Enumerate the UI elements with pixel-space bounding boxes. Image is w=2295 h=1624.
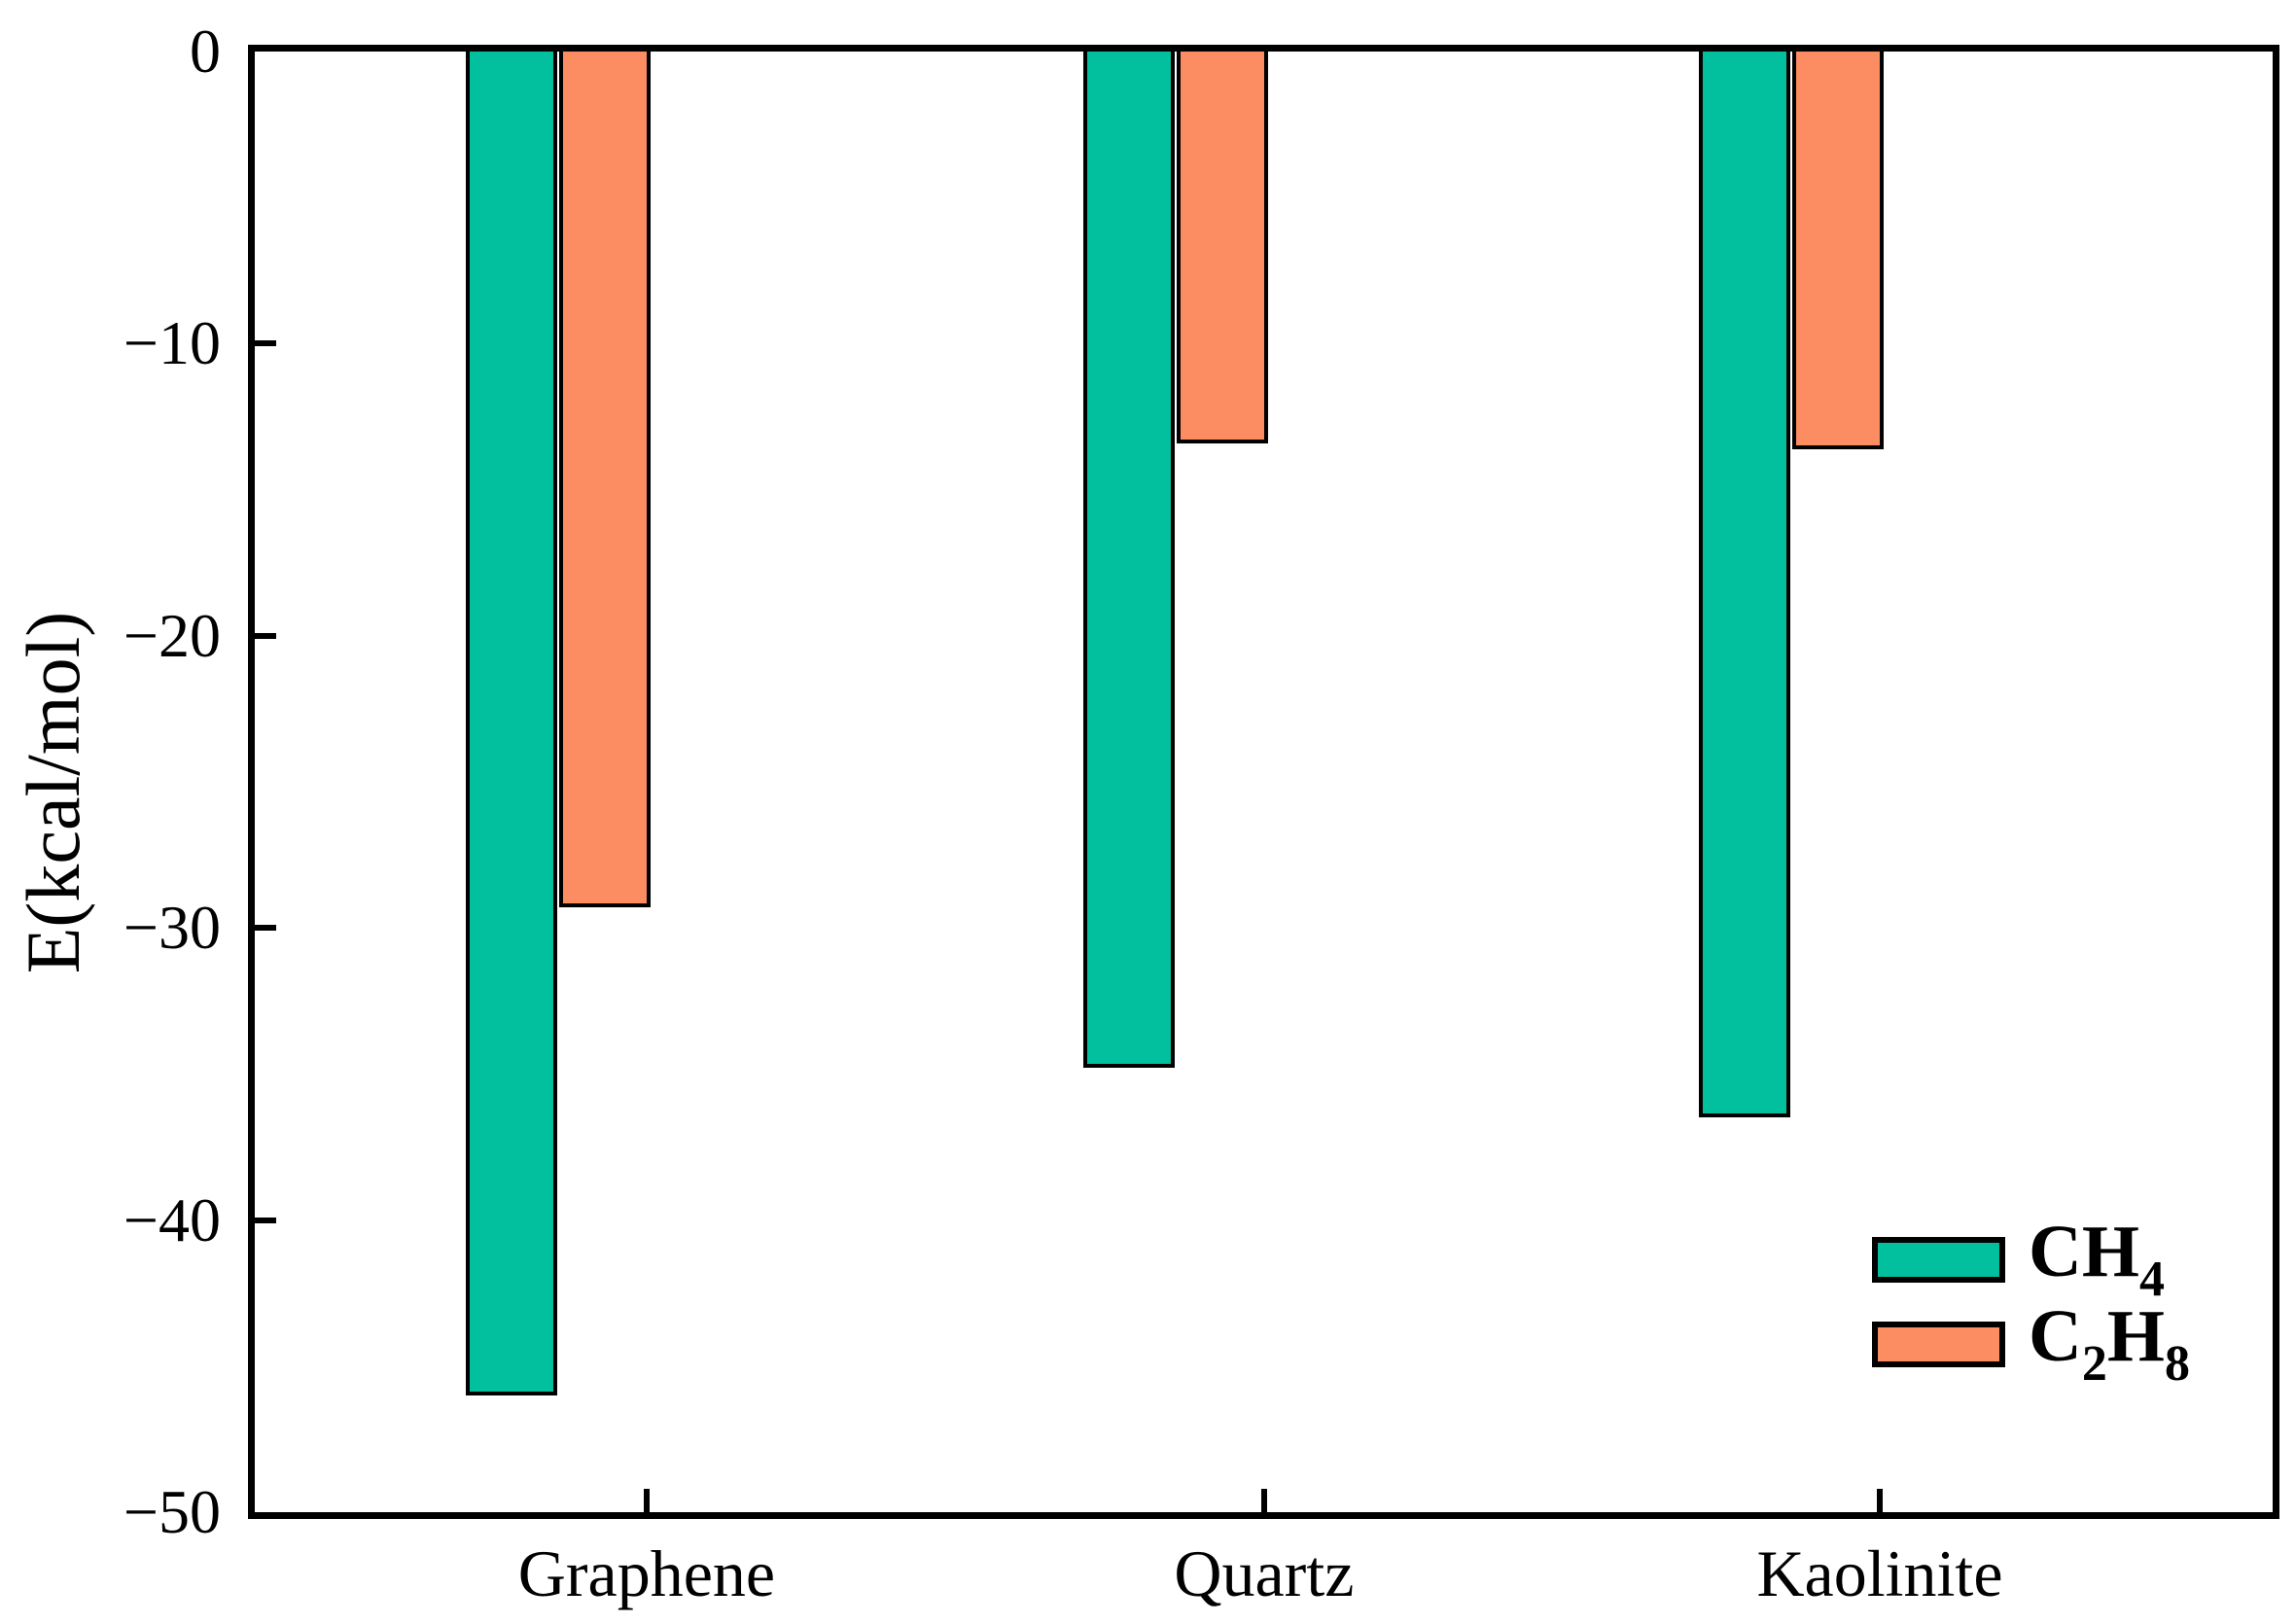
y-axis-tick: [255, 632, 276, 639]
y-axis-tick: [255, 1217, 276, 1223]
y-axis-title: E(kcal/mol): [11, 611, 95, 974]
y-tick-label: −30: [123, 893, 221, 963]
bar-CH4-quartz: [1082, 52, 1175, 1069]
y-tick-label: −50: [123, 1477, 221, 1546]
bar-C2H8-quartz: [1176, 52, 1268, 443]
y-tick-label: −10: [123, 308, 221, 378]
legend-swatch-CH4: [1872, 1237, 2005, 1283]
plot-area: [248, 45, 2279, 1519]
x-category-label-quartz: Quartz: [1174, 1536, 1355, 1610]
y-axis-tick: [255, 340, 276, 347]
y-tick-label: −40: [123, 1184, 221, 1254]
y-tick-label: −20: [123, 600, 221, 670]
legend-label-CH4: CH4: [2029, 1211, 2165, 1307]
bar-CH4-kaolinite: [1699, 52, 1791, 1118]
y-axis-tick: [255, 925, 276, 932]
x-axis-tick: [1260, 1489, 1267, 1512]
y-tick-label: 0: [190, 17, 221, 86]
bar-CH4-graphene: [466, 52, 558, 1395]
plot-inner: [255, 52, 2273, 1512]
bar-C2H8-graphene: [558, 52, 651, 908]
x-axis-tick: [643, 1489, 650, 1512]
x-category-label-graphene: Graphene: [517, 1536, 776, 1610]
x-axis-tick: [1876, 1489, 1883, 1512]
bar-C2H8-kaolinite: [1791, 52, 1884, 449]
legend-label-C2H8: C2H8: [2029, 1295, 2191, 1392]
legend-swatch-C2H8: [1872, 1322, 2005, 1367]
legend: CH4 C2H8: [1872, 1215, 2190, 1405]
legend-row-CH4: CH4: [1872, 1215, 2190, 1304]
legend-row-C2H8: C2H8: [1872, 1299, 2190, 1389]
x-category-label-kaolinite: Kaolinite: [1756, 1536, 2003, 1610]
